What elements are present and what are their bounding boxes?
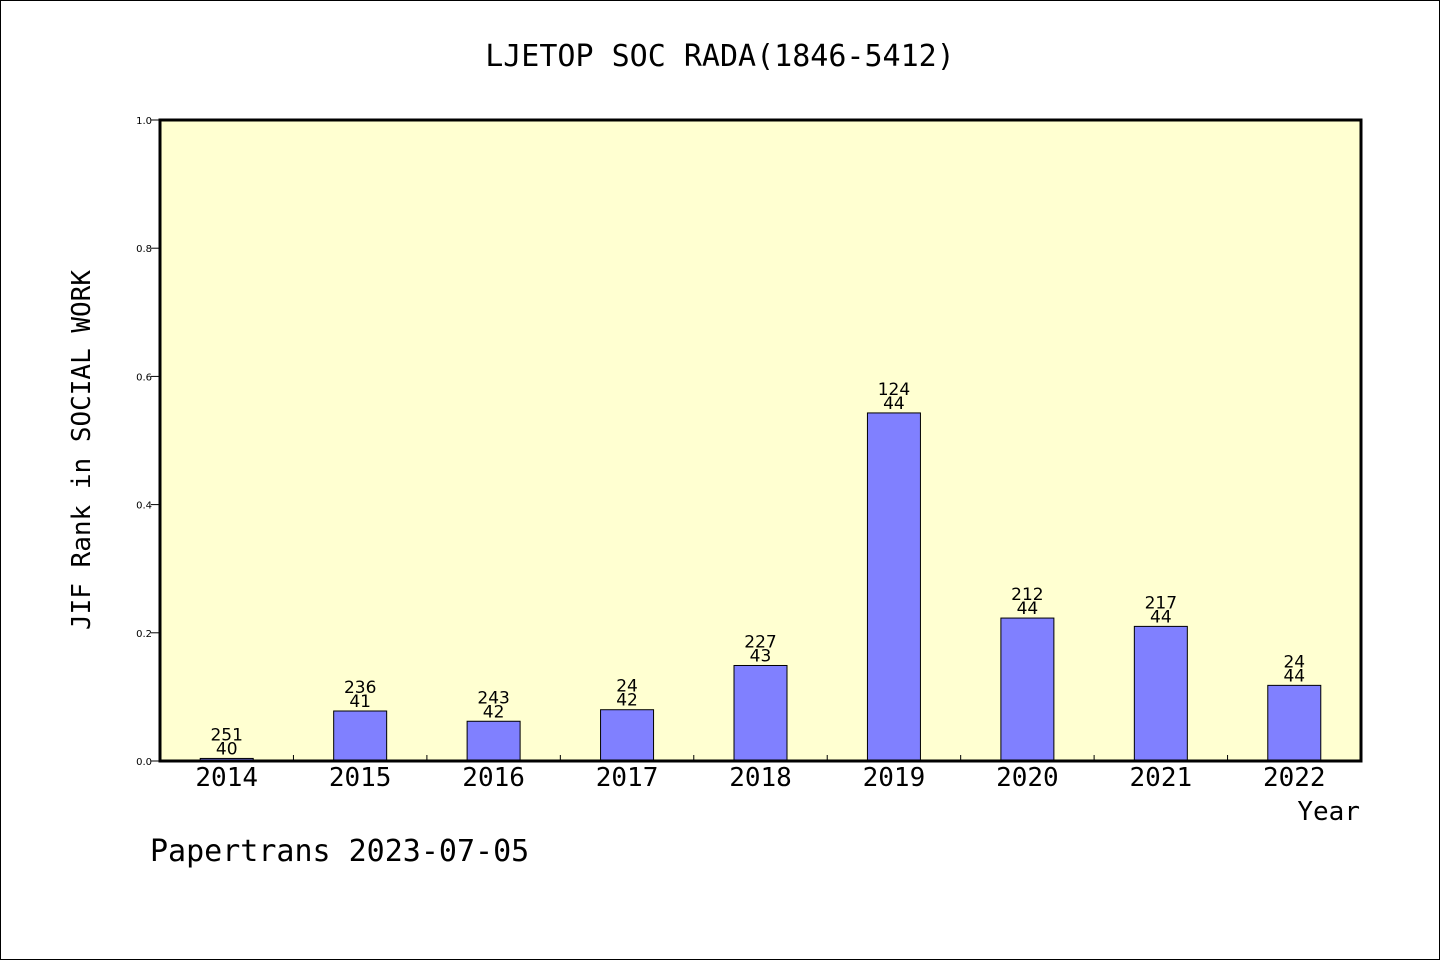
y-tick-label: 0.4 (136, 501, 152, 512)
bar-label-rank: 251 (210, 725, 242, 745)
y-tick-label: 1.0 (136, 116, 152, 127)
bar (1267, 684, 1322, 762)
bar-label-rank: 24 (616, 677, 638, 697)
bar (600, 709, 655, 762)
bar-label-rank: 24 (1283, 652, 1305, 672)
x-axis-label: Year (1297, 797, 1360, 827)
x-axis: 2014 2015 2016 2017 2018 2019 2020 2021 2022 (195, 755, 1326, 793)
chart-title: LJETOP SOC RADA(1846-5412) (485, 39, 955, 74)
y-tick-label: 0.0 (136, 757, 152, 768)
y-axis-label: JIF Rank in SOCIAL WORK (67, 270, 97, 630)
footer: Papertrans 2023-07-05 (150, 834, 529, 869)
bar (333, 710, 388, 762)
bar-label-rank: 243 (477, 688, 509, 708)
bars (199, 412, 1322, 762)
x-tick-label: 2020 (996, 763, 1059, 793)
x-tick-label: 2015 (329, 763, 392, 793)
x-tick-label: 2016 (462, 763, 525, 793)
bar-label-total: 41 (349, 692, 371, 712)
footer-source: Papertrans (150, 834, 331, 869)
x-tick-label: 2019 (863, 763, 926, 793)
plot-border (158, 118, 1363, 763)
y-tick-label: 0.6 (136, 372, 152, 383)
bar-label-total: 44 (1283, 666, 1305, 686)
bar (1000, 617, 1055, 762)
bar (733, 664, 788, 762)
x-tick-label: 2017 (596, 763, 659, 793)
bar (466, 720, 521, 762)
bar (1133, 625, 1188, 762)
footer-date: 2023-07-05 (348, 834, 530, 869)
y-axis: 0.0 0.2 0.4 0.6 0.8 1.0 (136, 116, 160, 768)
bar-label-total: 44 (883, 394, 905, 414)
x-tick-label: 2021 (1130, 763, 1193, 793)
bar-label-total: 40 (216, 739, 238, 759)
y-tick-label: 0.8 (136, 244, 152, 255)
bar-label-total: 43 (750, 646, 772, 666)
x-tick-label: 2018 (729, 763, 792, 793)
bar-label-total: 42 (616, 691, 638, 711)
bar-label-rank: 227 (744, 632, 776, 652)
bar-label-total: 44 (1150, 607, 1172, 627)
x-tick-label: 2022 (1263, 763, 1326, 793)
x-tick-label: 2014 (195, 763, 258, 793)
bar-label-rank: 124 (878, 380, 910, 400)
bar-label-rank: 217 (1145, 593, 1177, 613)
bar-label-rank: 212 (1011, 585, 1043, 605)
y-tick-label: 0.2 (136, 629, 152, 640)
bar (866, 412, 921, 762)
bar-label-total: 42 (483, 702, 505, 722)
bar-label-total: 44 (1017, 599, 1039, 619)
bar-label-rank: 236 (344, 678, 376, 698)
